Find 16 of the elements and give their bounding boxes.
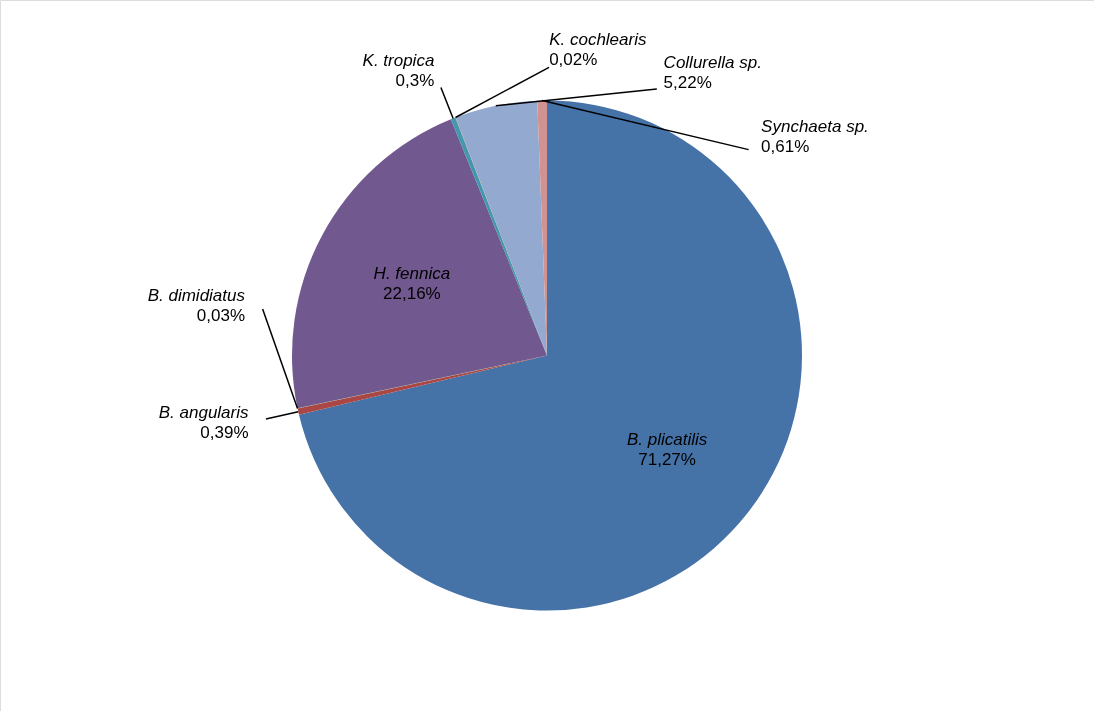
data-label: 0,02%	[549, 49, 598, 69]
slice-label: B. plicatilis	[626, 430, 708, 450]
slice-label: B. angularis	[158, 402, 250, 422]
data-label: 0,03%	[196, 306, 245, 326]
data-label: 71,27%	[638, 450, 696, 470]
data-label: 5,22%	[663, 72, 712, 92]
slice-label: B. dimidiatus	[147, 286, 246, 306]
slice-label: H. fennica	[373, 263, 451, 283]
data-label: 0,39%	[200, 422, 249, 442]
data-label: 0,3%	[395, 70, 435, 90]
slice-label: K. cochlearis	[549, 29, 647, 49]
data-label: 22,16%	[383, 283, 441, 303]
data-label: 0,61%	[761, 136, 810, 156]
slice-label: Synchaeta sp.	[761, 116, 869, 136]
slice-label: K. tropica	[362, 50, 435, 70]
slice-label: Collurella sp.	[663, 52, 762, 72]
